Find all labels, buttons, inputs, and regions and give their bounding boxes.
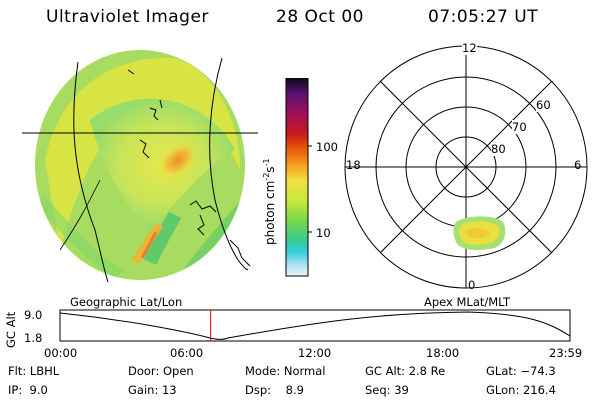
status-mode: Mode: Normal <box>245 364 325 378</box>
gc-alt-value: 2.8 Re <box>408 364 446 378</box>
colorbar-units-exp1: -2 <box>262 172 271 181</box>
orbit-altitude-chart <box>59 309 571 342</box>
mlt-label-6: 6 <box>574 158 582 172</box>
gc-alt-label: GC Alt: <box>365 364 406 378</box>
colorbar-units-label: photon cm-2s-1 <box>262 158 277 245</box>
seq-value: 39 <box>394 383 409 397</box>
mode-label: Mode: <box>245 364 281 378</box>
mlt-label-12: 12 <box>462 41 477 55</box>
gain-label: Gain: <box>128 383 159 397</box>
orbit-xtick-1200: 12:00 <box>298 346 332 360</box>
orbit-xtick-1800: 18:00 <box>426 346 460 360</box>
colorbar-units-s: s <box>263 166 277 173</box>
geographic-disk <box>22 50 258 283</box>
orbit-ytick-low: 1.8 <box>24 331 43 345</box>
instrument-title: Ultraviolet Imager <box>46 7 209 27</box>
observation-date: 28 Oct 00 <box>276 7 364 27</box>
status-door: Door: Open <box>128 364 194 378</box>
filter-label: Flt: <box>8 364 27 378</box>
mlat-label-70: 70 <box>512 120 527 134</box>
polar-grid <box>344 45 588 289</box>
status-gc-alt: GC Alt: 2.8 Re <box>365 364 445 378</box>
mode-value: Normal <box>283 364 326 378</box>
status-seq: Seq: 39 <box>365 383 409 397</box>
mlt-label-18: 18 <box>346 158 361 172</box>
door-value: Open <box>162 364 194 378</box>
glat-label: GLat: <box>486 364 517 378</box>
seq-label: Seq: <box>365 383 391 397</box>
status-filter: Flt: LBHL <box>8 364 59 378</box>
status-glat: GLat: −74.3 <box>486 364 556 378</box>
ip-label: IP: <box>8 383 23 397</box>
status-glon: GLon: 216.4 <box>486 383 556 397</box>
glon-label: GLon: <box>486 383 520 397</box>
ip-value: 9.0 <box>29 383 48 397</box>
mlat-label-80: 80 <box>491 142 506 156</box>
colorbar-tick-10: 10 <box>316 226 331 240</box>
orbit-ytick-high: 9.0 <box>24 308 43 322</box>
apex-caption: Apex MLat/MLT <box>424 295 511 309</box>
colorbar-tick-100: 100 <box>316 140 338 154</box>
status-gain: Gain: 13 <box>128 383 177 397</box>
dsp-label: Dsp: <box>245 383 272 397</box>
glon-value: 216.4 <box>522 383 556 397</box>
filter-value: LBHL <box>29 364 60 378</box>
colorbar <box>285 78 312 277</box>
colorbar-units-text: photon cm <box>263 180 277 245</box>
status-dsp: Dsp: 8.9 <box>245 383 304 397</box>
geographic-caption: Geographic Lat/Lon <box>70 295 183 309</box>
colorbar-units-exp2: -1 <box>262 158 271 167</box>
observation-time: 07:05:27 UT <box>428 7 539 27</box>
status-ip: IP: 9.0 <box>8 383 48 397</box>
orbit-ylabel: GC Alt <box>4 311 18 348</box>
dsp-value: 8.9 <box>285 383 304 397</box>
orbit-xtick-2359: 23:59 <box>549 346 583 360</box>
glat-value: −74.3 <box>520 364 556 378</box>
gain-value: 13 <box>161 383 177 397</box>
door-label: Door: <box>128 364 160 378</box>
apex-polar-plot <box>344 45 588 289</box>
orbit-xtick-0600: 06:00 <box>170 346 204 360</box>
polar-aurora <box>453 216 506 250</box>
orbit-xtick-0000: 00:00 <box>44 346 78 360</box>
mlat-label-60: 60 <box>536 98 551 112</box>
mlt-label-0: 0 <box>468 278 476 292</box>
